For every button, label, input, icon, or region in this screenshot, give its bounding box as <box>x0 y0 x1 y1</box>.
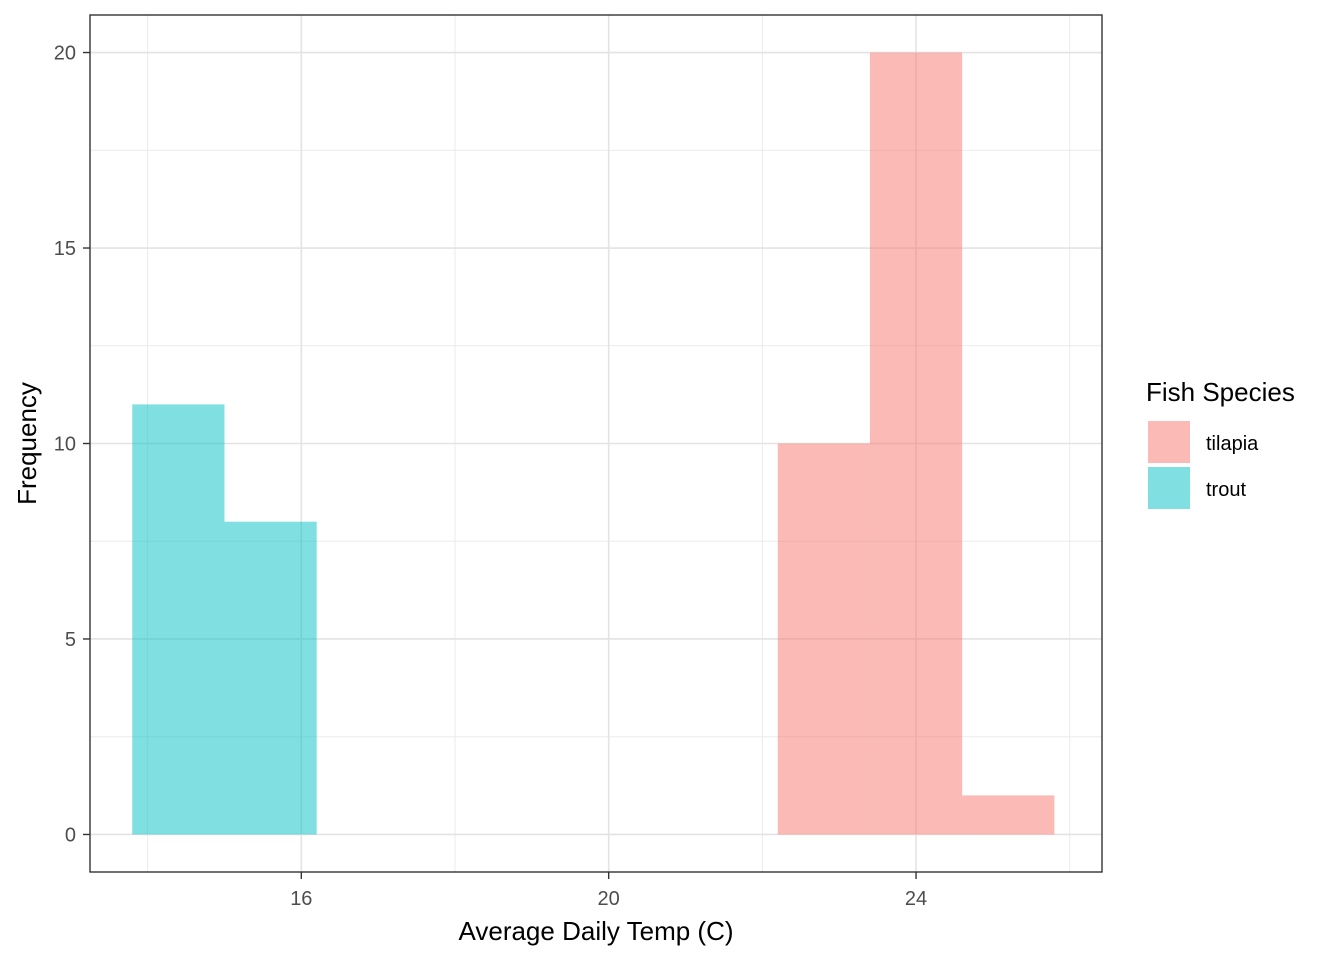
bars-layer <box>132 52 1055 835</box>
histogram-bar-trout <box>224 521 317 835</box>
legend-swatch-trout <box>1148 467 1190 509</box>
x-tick-label: 24 <box>905 888 927 910</box>
ticks-layer: 16 20 24 0 5 10 15 20 <box>54 43 927 910</box>
histogram-bar-trout <box>132 404 225 835</box>
legend-items: tilapia trout <box>1148 421 1259 509</box>
y-tick-label: 0 <box>65 824 76 846</box>
y-tick-label: 5 <box>65 629 76 651</box>
y-tick-label: 10 <box>54 434 76 456</box>
x-tick-label: 16 <box>290 888 312 910</box>
histogram-bar-tilapia <box>777 443 870 835</box>
x-axis-title: Average Daily Temp (C) <box>458 916 733 946</box>
y-tick-label: 15 <box>54 238 76 260</box>
x-tick-label: 20 <box>598 888 620 910</box>
legend-label-tilapia: tilapia <box>1206 433 1259 455</box>
y-tick-label: 20 <box>54 43 76 65</box>
y-axis-title: Frequency <box>12 382 42 505</box>
legend: Fish Species tilapia trout <box>1146 377 1295 509</box>
legend-title: Fish Species <box>1146 377 1295 407</box>
legend-label-trout: trout <box>1206 479 1246 501</box>
legend-swatch-tilapia <box>1148 421 1190 463</box>
histogram-bar-tilapia <box>962 795 1055 835</box>
histogram-bar-tilapia <box>869 52 963 835</box>
